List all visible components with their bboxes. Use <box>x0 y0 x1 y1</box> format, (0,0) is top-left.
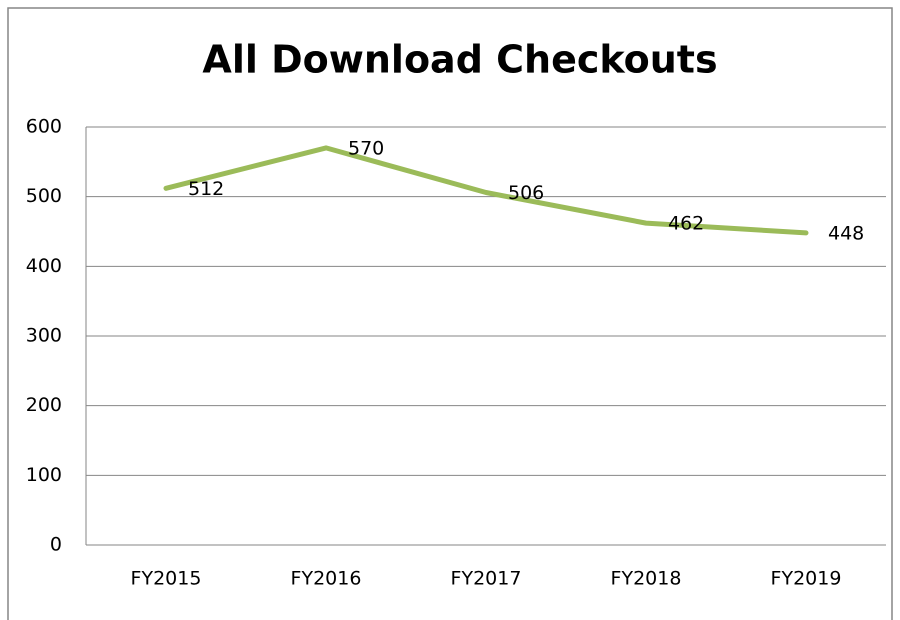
chart-frame <box>7 7 893 620</box>
data-label: 506 <box>508 182 544 204</box>
data-label: 570 <box>348 137 384 159</box>
x-tick-label: FY2019 <box>771 568 842 590</box>
line <box>163 145 809 236</box>
x-tick-label: FY2016 <box>291 568 362 590</box>
y-tick-label: 100 <box>26 464 62 486</box>
x-tick-label: FY2017 <box>451 568 522 590</box>
y-tick-label: 600 <box>26 116 62 138</box>
y-tick-label: 200 <box>26 394 62 416</box>
data-label: 448 <box>828 222 864 244</box>
chart-title: All Download Checkouts <box>202 38 717 82</box>
y-tick-label: 400 <box>26 255 62 277</box>
data-label: 512 <box>188 178 224 200</box>
x-tick-label: FY2018 <box>611 568 682 590</box>
data-label: 462 <box>668 213 704 235</box>
y-tick-label: 500 <box>26 185 62 207</box>
x-tick-label: FY2015 <box>131 568 202 590</box>
y-tick-label: 300 <box>26 325 62 347</box>
y-tick-label: 0 <box>50 534 62 556</box>
